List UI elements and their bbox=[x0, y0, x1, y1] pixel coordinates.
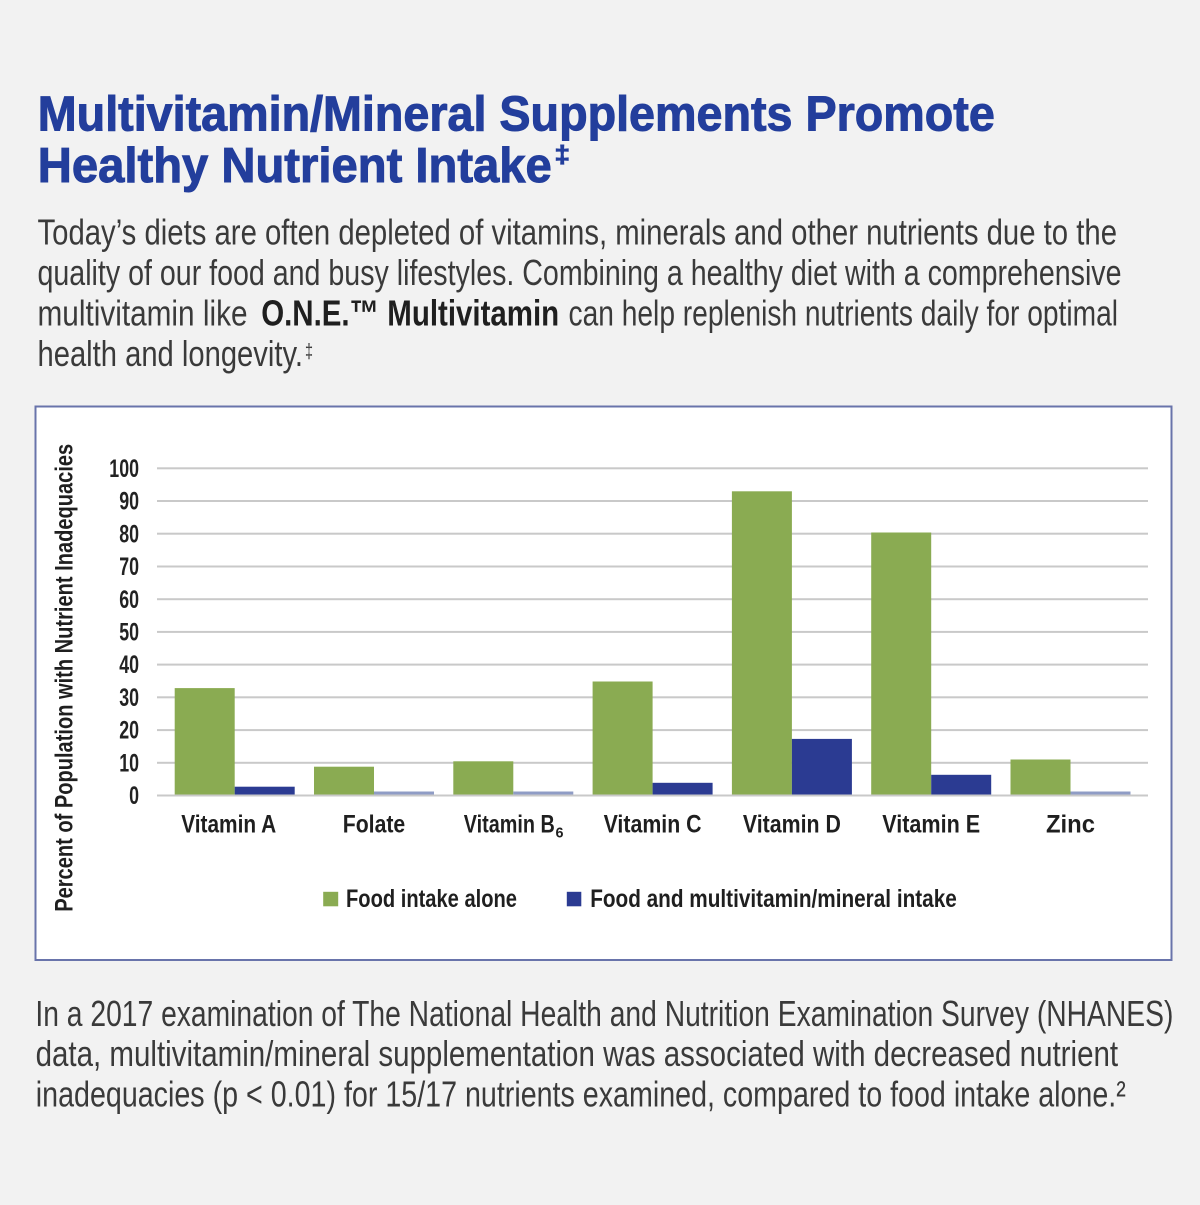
svg-text:Healthy Nutrient Intake: Healthy Nutrient Intake bbox=[38, 139, 552, 193]
svg-text:Multivitamin/Mineral Supplemen: Multivitamin/Mineral Supplements Promote bbox=[38, 88, 995, 142]
svg-text:Vitamin A: Vitamin A bbox=[181, 812, 276, 839]
svg-text:6: 6 bbox=[556, 825, 564, 842]
svg-text:Percent of Population with Nut: Percent of Population with Nutrient Inad… bbox=[51, 444, 79, 912]
svg-text:60: 60 bbox=[119, 586, 139, 614]
svg-text:Vitamin D: Vitamin D bbox=[743, 812, 841, 839]
svg-text:Today’s diets are often deplet: Today’s diets are often depleted of vita… bbox=[38, 211, 1118, 252]
svg-text:can help replenish nutrients d: can help replenish nutrients daily for o… bbox=[569, 292, 1119, 333]
svg-text:20: 20 bbox=[119, 717, 139, 745]
svg-text:70: 70 bbox=[119, 553, 139, 581]
svg-text:data, multivitamin/mineral sup: data, multivitamin/mineral supplementati… bbox=[36, 1033, 1119, 1074]
svg-text:0: 0 bbox=[129, 782, 139, 810]
svg-text:100: 100 bbox=[109, 455, 139, 483]
svg-text:Zinc: Zinc bbox=[1046, 812, 1095, 839]
svg-text:40: 40 bbox=[119, 651, 139, 679]
svg-text:Vitamin C: Vitamin C bbox=[604, 812, 702, 839]
svg-text:In a 2017 examination of The N: In a 2017 examination of The National He… bbox=[35, 993, 1173, 1034]
svg-text:multivitamin like: multivitamin like bbox=[38, 292, 248, 333]
svg-text:quality of our food and busy l: quality of our food and busy lifestyles.… bbox=[38, 252, 1122, 293]
svg-text:90: 90 bbox=[119, 488, 139, 516]
svg-text:O.N.E.™ Multivitamin: O.N.E.™ Multivitamin bbox=[261, 292, 559, 333]
svg-text:‡: ‡ bbox=[305, 341, 313, 363]
svg-text:Food and multivitamin/mineral: Food and multivitamin/mineral intake bbox=[590, 886, 957, 913]
svg-text:inadequacies (p < 0.01) for 15: inadequacies (p < 0.01) for 15/17 nutrie… bbox=[36, 1073, 1126, 1114]
svg-text:Vitamin E: Vitamin E bbox=[882, 812, 980, 839]
svg-text:health and longevity.: health and longevity. bbox=[38, 333, 304, 374]
svg-text:50: 50 bbox=[119, 619, 139, 647]
svg-text:80: 80 bbox=[119, 520, 139, 548]
svg-text:‡: ‡ bbox=[555, 142, 571, 169]
svg-text:Folate: Folate bbox=[343, 812, 406, 839]
svg-text:Vitamin B: Vitamin B bbox=[464, 812, 555, 839]
svg-text:10: 10 bbox=[119, 749, 139, 777]
svg-text:30: 30 bbox=[119, 684, 139, 712]
svg-text:Food intake alone: Food intake alone bbox=[346, 886, 517, 913]
